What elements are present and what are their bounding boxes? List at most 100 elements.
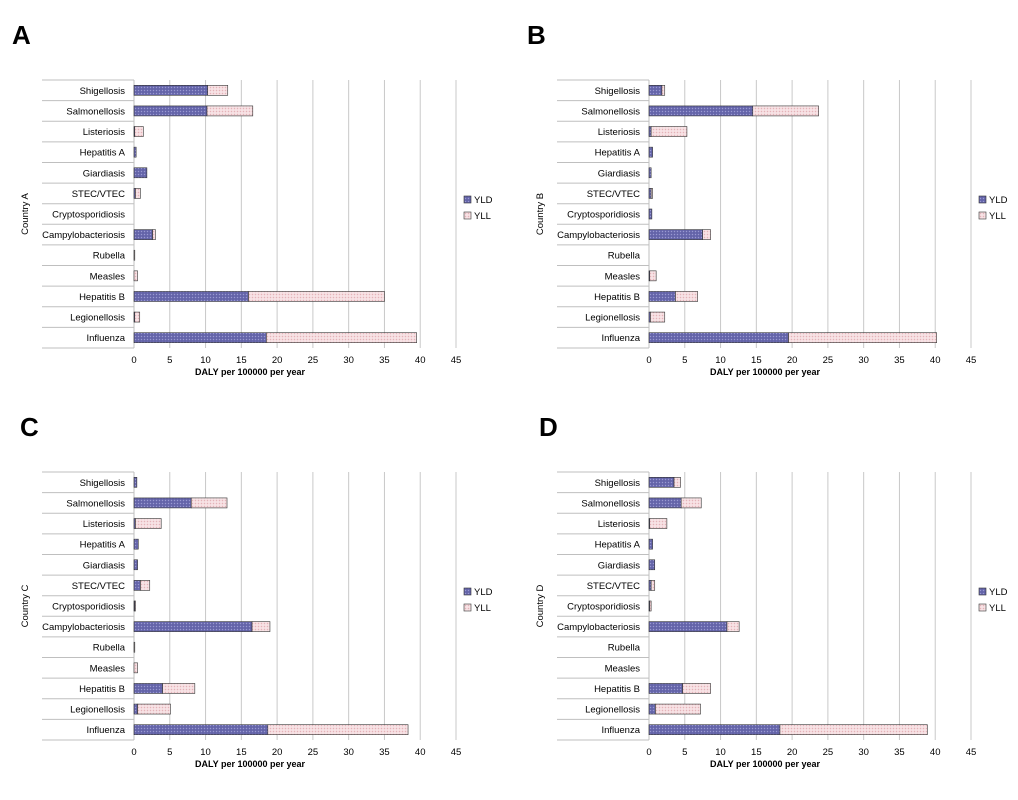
bar-yll [248, 291, 385, 302]
panel-label: D [539, 412, 558, 442]
legend-swatch-yld [978, 587, 987, 596]
bar-yld [133, 85, 209, 96]
legend-swatch-yld [978, 195, 987, 204]
bar-yll [206, 105, 254, 117]
category-label: Giardiasis [83, 560, 125, 571]
category-label: Hepatitis A [595, 540, 641, 551]
x-tick-label: 10 [200, 355, 211, 366]
legend-swatch-yld [463, 587, 472, 596]
category-label: Influenza [86, 333, 125, 344]
category-label: Salmonellosis [66, 106, 125, 117]
bar-yld [648, 538, 653, 550]
legend-label-yld: YLD [989, 195, 1008, 206]
y-axis-label: Country C [20, 584, 31, 627]
category-label: STEC/VTEC [72, 189, 125, 200]
x-tick-label: 25 [823, 355, 834, 366]
bar-yld [648, 208, 653, 220]
bar-yll [675, 291, 698, 302]
x-tick-label: 10 [200, 747, 211, 758]
bar-yll [133, 662, 138, 674]
bar-yld [648, 724, 781, 735]
legend-swatch-yll [978, 603, 987, 612]
bar-yll [779, 724, 928, 735]
bar-yld [133, 683, 163, 694]
legend-label-yld: YLD [474, 195, 493, 206]
category-label: Rubella [93, 251, 126, 262]
category-label: Shigellosis [80, 478, 126, 489]
y-axis-label: Country A [20, 192, 31, 234]
x-tick-label: 35 [379, 355, 390, 366]
category-label: Hepatitis B [79, 292, 125, 303]
category-label: Salmonellosis [581, 106, 640, 117]
category-label: Rubella [93, 643, 126, 654]
bar-yld [648, 126, 652, 137]
x-tick-label: 0 [131, 747, 136, 758]
bar-yld [133, 167, 148, 179]
legend-label-yll: YLL [474, 603, 491, 614]
x-tick-label: 20 [787, 747, 798, 758]
category-label: Rubella [608, 643, 641, 654]
bar-yll [135, 518, 162, 529]
bar-yld [133, 580, 141, 591]
bar-yld [648, 188, 652, 199]
category-label: Listeriosis [83, 519, 125, 530]
category-label: Legionellosis [585, 313, 640, 324]
x-tick-label: 40 [930, 355, 941, 366]
category-label: Measles [605, 663, 641, 674]
bar-yld [133, 332, 267, 343]
category-label: Measles [605, 271, 641, 282]
x-tick-label: 25 [308, 355, 319, 366]
bar-yll [133, 249, 136, 261]
chart-panel-a: A Shigellosis Salmonellosis Listeriosis Hep… [0, 0, 509, 400]
bar-yld [648, 703, 656, 715]
category-label: Campylobacteriosis [42, 230, 125, 241]
category-label: Hepatitis B [594, 292, 640, 303]
category-label: STEC/VTEC [72, 581, 125, 592]
legend-label-yll: YLL [989, 603, 1006, 614]
category-label: STEC/VTEC [587, 581, 640, 592]
category-label: Salmonellosis [66, 498, 125, 509]
x-axis-label: DALY per 100000 per year [710, 367, 821, 377]
category-label: Hepatitis B [79, 684, 125, 695]
x-tick-label: 15 [751, 747, 762, 758]
bar-yll [267, 724, 409, 735]
bar-yll [649, 270, 657, 282]
x-tick-label: 45 [966, 355, 977, 366]
category-label: Influenza [601, 725, 640, 736]
bar-yll [650, 311, 666, 323]
category-label: Salmonellosis [581, 498, 640, 509]
bar-yll [661, 85, 666, 96]
x-tick-label: 15 [751, 355, 762, 366]
category-label: Shigellosis [595, 86, 641, 97]
category-label: Shigellosis [595, 478, 641, 489]
bar-yld [133, 559, 138, 571]
bar-yll [190, 497, 228, 509]
panel-label: A [12, 20, 31, 50]
chart-panel-b: B Shigellosis Salmonellosis Listeriosis Hep… [515, 0, 1018, 400]
category-label: Influenza [601, 333, 640, 344]
x-tick-label: 45 [451, 355, 462, 366]
bar-yld [133, 538, 139, 550]
panel-label: B [527, 20, 546, 50]
category-label: STEC/VTEC [587, 189, 640, 200]
stacked-bar-chart: Shigellosis Salmonellosis Listeriosis Hepat… [20, 79, 493, 377]
bar-yld [133, 146, 137, 158]
x-tick-label: 45 [451, 747, 462, 758]
x-tick-label: 35 [894, 747, 905, 758]
bar-yll [650, 126, 688, 137]
bar-yll [266, 332, 417, 343]
bar-yll [650, 580, 656, 591]
bar-yld [648, 146, 653, 158]
x-tick-label: 15 [236, 355, 247, 366]
stacked-bar-chart: Shigellosis Salmonellosis Listeriosis Hepat… [535, 471, 1008, 769]
bar-yll [251, 621, 271, 632]
bar-yld [133, 229, 153, 240]
x-tick-label: 30 [858, 355, 869, 366]
bar-yll [726, 621, 740, 632]
bar-yld [133, 703, 138, 715]
category-label: Listeriosis [83, 127, 125, 138]
category-label: Giardiasis [598, 560, 640, 571]
bar-yll [135, 188, 141, 199]
category-label: Hepatitis B [594, 684, 640, 695]
bar-yld [648, 477, 675, 488]
